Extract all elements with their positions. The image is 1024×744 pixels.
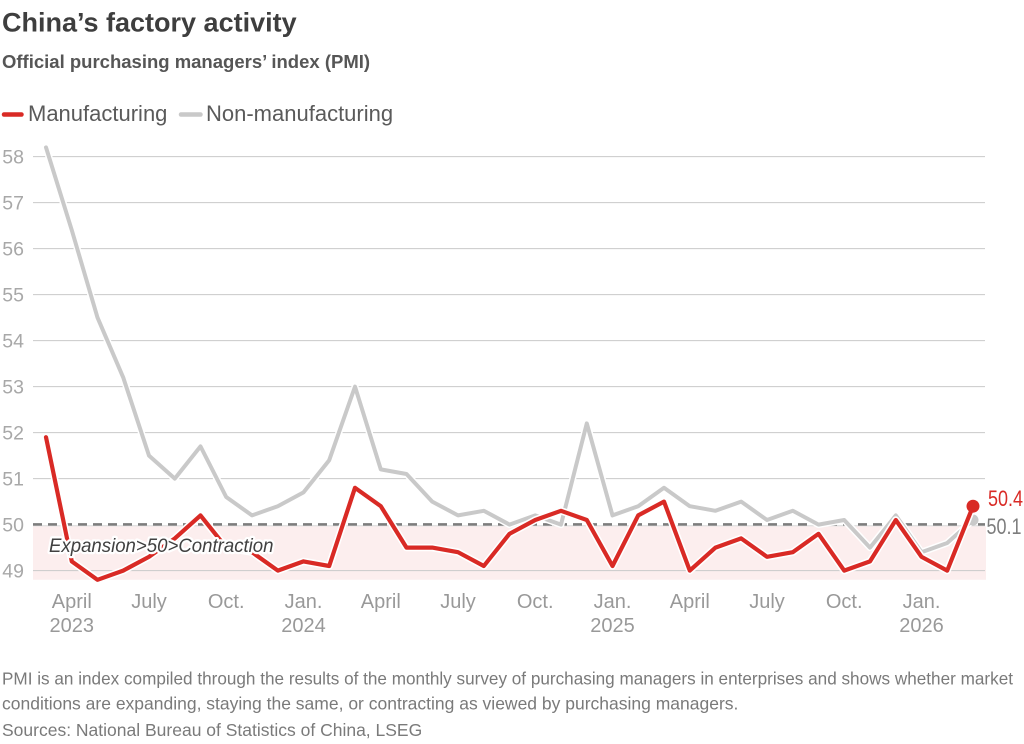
svg-text:54: 54: [2, 331, 24, 353]
svg-text:55: 55: [2, 285, 24, 307]
svg-text:April: April: [52, 591, 92, 613]
svg-text:April: April: [361, 591, 401, 613]
svg-text:53: 53: [2, 377, 24, 399]
svg-text:2026: 2026: [899, 615, 944, 637]
svg-text:Jan.: Jan.: [594, 591, 632, 613]
svg-text:Official purchasing managers’: Official purchasing managers’ index (PMI…: [2, 51, 370, 72]
svg-text:51: 51: [2, 469, 24, 491]
svg-text:Non-manufacturing: Non-manufacturing: [206, 101, 393, 126]
svg-text:2024: 2024: [281, 615, 326, 637]
svg-text:Jan.: Jan.: [285, 591, 323, 613]
svg-text:52: 52: [2, 423, 24, 445]
svg-text:49: 49: [2, 561, 24, 583]
svg-text:50: 50: [2, 515, 24, 537]
svg-text:July: July: [749, 591, 785, 613]
svg-text:Sources: National Bureau of St: Sources: National Bureau of Statistics o…: [2, 720, 422, 740]
svg-text:conditions are expanding, stay: conditions are expanding, staying the sa…: [2, 694, 738, 714]
svg-text:July: July: [131, 591, 167, 613]
svg-text:50.1: 50.1: [987, 514, 1022, 539]
svg-text:2025: 2025: [590, 615, 635, 637]
svg-text:China’s factory activity: China’s factory activity: [2, 8, 297, 38]
svg-text:Oct.: Oct.: [517, 591, 554, 613]
svg-text:2023: 2023: [50, 615, 95, 637]
svg-text:Manufacturing: Manufacturing: [28, 101, 167, 126]
svg-text:April: April: [670, 591, 710, 613]
svg-text:Expansion>50>Contraction: Expansion>50>Contraction: [49, 535, 274, 557]
svg-text:Oct.: Oct.: [208, 591, 245, 613]
svg-text:July: July: [440, 591, 476, 613]
svg-text:50.4: 50.4: [988, 486, 1023, 511]
svg-text:58: 58: [2, 147, 24, 169]
svg-text:56: 56: [2, 239, 24, 261]
svg-text:Oct.: Oct.: [826, 591, 863, 613]
svg-text:Jan.: Jan.: [903, 591, 941, 613]
svg-text:PMI is an index compiled throu: PMI is an index compiled through the res…: [2, 669, 1013, 689]
svg-text:57: 57: [2, 193, 24, 215]
